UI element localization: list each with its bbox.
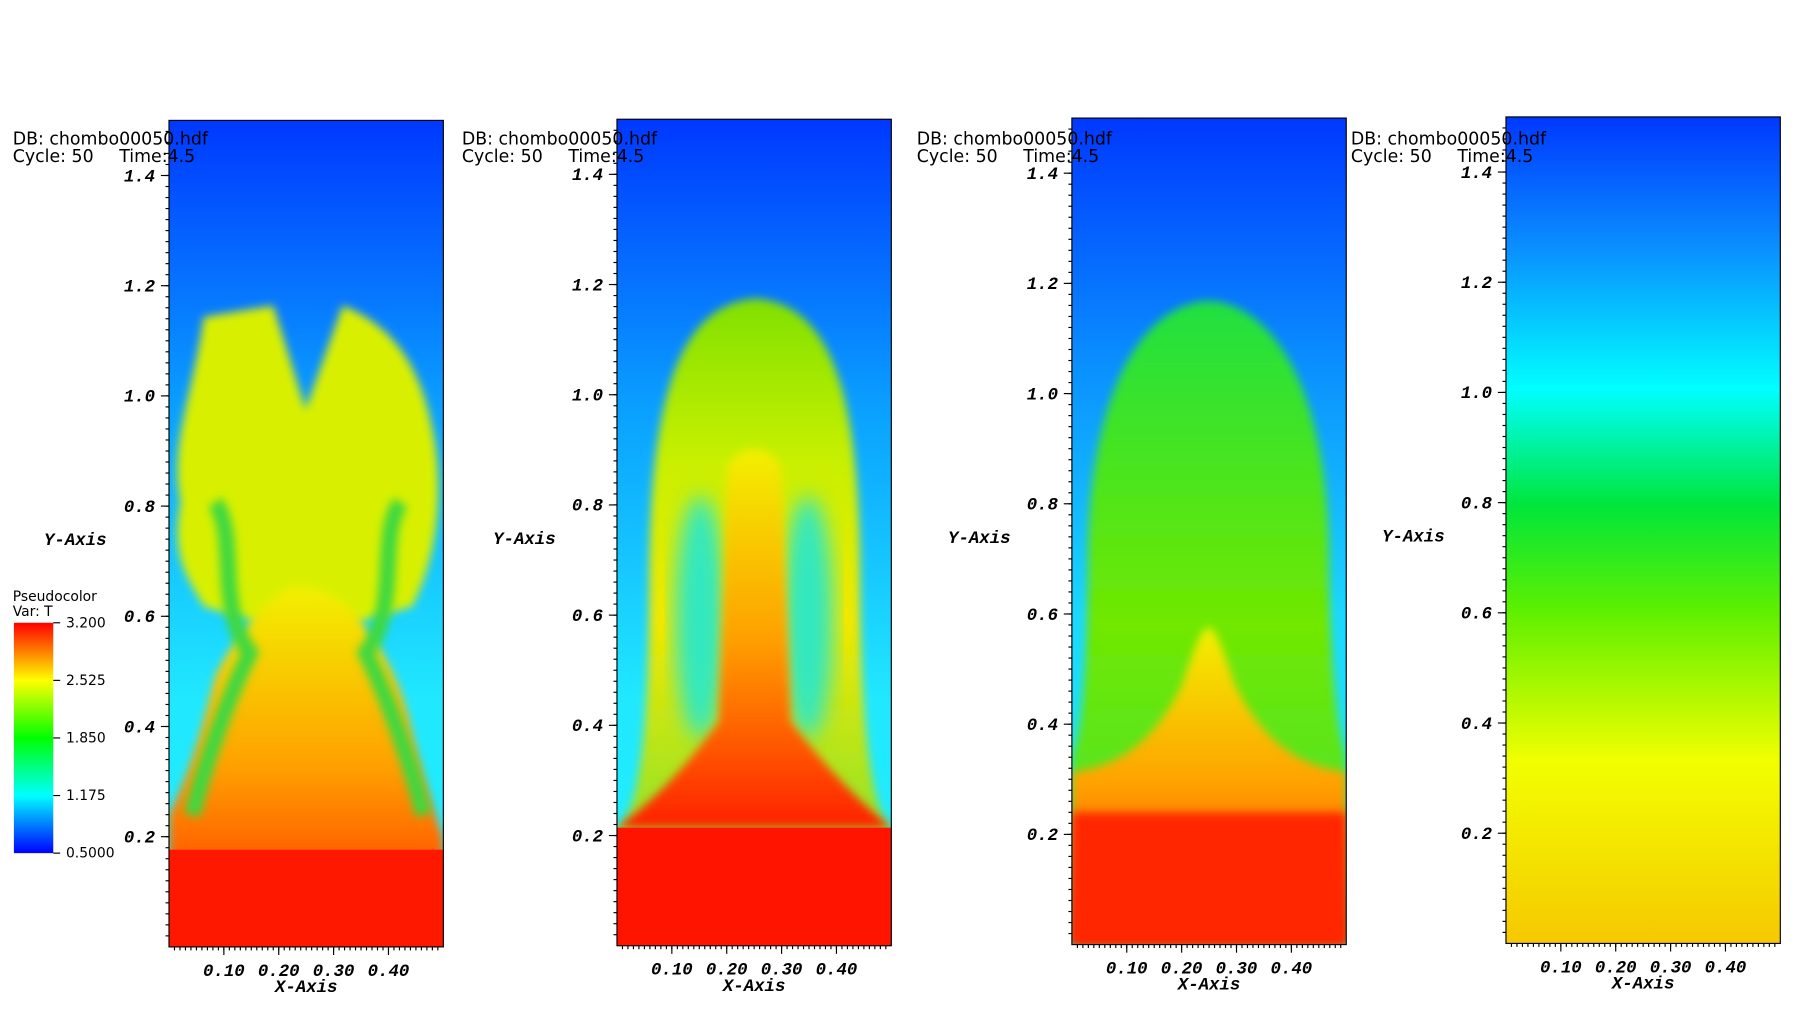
time-label: Time:4.5 bbox=[567, 147, 644, 167]
cycle-label: Cycle: 50 bbox=[462, 147, 543, 167]
y-tick-label: 1.4 bbox=[124, 168, 155, 187]
y-tick-label: 0.6 bbox=[124, 609, 155, 628]
y-tick-label: 0.4 bbox=[124, 719, 155, 738]
y-tick-label: 0.6 bbox=[1461, 606, 1492, 625]
y-tick-label: 1.2 bbox=[1027, 276, 1059, 295]
y-axis-label: Y-Axis bbox=[493, 531, 556, 550]
db-label: DB: chombo00050.hdf bbox=[462, 130, 658, 150]
legend-tick-label: 1.175 bbox=[66, 788, 106, 804]
y-tick-label: 0.4 bbox=[1027, 717, 1058, 736]
x-tick-label: 0.40 bbox=[1271, 961, 1313, 980]
x-tick-label: 0.30 bbox=[761, 962, 803, 981]
y-tick-label: 1.0 bbox=[124, 389, 155, 408]
field-1 bbox=[169, 120, 444, 947]
legend-variable: Var: T bbox=[13, 604, 53, 620]
y-tick-label: 0.4 bbox=[572, 718, 603, 737]
legend-tick-label: 1.850 bbox=[66, 731, 106, 747]
legend-title: Pseudocolor bbox=[13, 589, 97, 605]
y-tick-label: 1.2 bbox=[124, 278, 156, 297]
x-tick-label: 0.40 bbox=[368, 963, 410, 982]
x-axis-label: X-Axis bbox=[274, 979, 338, 998]
cycle-label: Cycle: 50 bbox=[917, 147, 998, 167]
y-tick-label: 1.4 bbox=[1027, 166, 1058, 185]
time-label: Time:4.5 bbox=[1456, 147, 1533, 167]
y-axis-label: Y-Axis bbox=[44, 532, 107, 551]
y-tick-label: 0.8 bbox=[1461, 495, 1493, 514]
y-tick-label: 1.0 bbox=[1461, 385, 1492, 404]
x-axis-label: X-Axis bbox=[1611, 976, 1675, 995]
x-tick-label: 0.30 bbox=[1650, 959, 1692, 978]
legend-colorbar bbox=[13, 622, 54, 854]
db-label: DB: chombo00050.hdf bbox=[917, 130, 1113, 150]
field-3 bbox=[1071, 118, 1347, 945]
legend-tick-label: 2.525 bbox=[66, 673, 106, 689]
legend-tick-label: 3.200 bbox=[66, 615, 106, 631]
y-tick-label: 1.4 bbox=[572, 167, 603, 186]
annotations: 0.2 0.4 0.6 0.8 1.0 1.2 1.4 0.10 0.20 0.30 0.40 X-A… bbox=[13, 116, 1781, 998]
y-tick-label: 1.2 bbox=[572, 277, 604, 296]
y-tick-label: 1.2 bbox=[1461, 275, 1493, 294]
x-tick-label: 0.40 bbox=[1705, 959, 1747, 978]
x-tick-label: 0.20 bbox=[258, 963, 300, 982]
field-2 bbox=[616, 119, 892, 946]
y-tick-label: 0.6 bbox=[1027, 607, 1058, 626]
x-tick-label: 0.20 bbox=[1161, 961, 1203, 980]
x-tick-label: 0.10 bbox=[651, 962, 693, 981]
x-tick-label: 0.10 bbox=[1540, 959, 1582, 978]
x-tick-label: 0.20 bbox=[1595, 959, 1637, 978]
y-tick-label: 1.0 bbox=[572, 388, 603, 407]
y-tick-label: 0.6 bbox=[572, 608, 603, 627]
y-tick-label: 0.2 bbox=[1027, 827, 1059, 846]
cycle-label: Cycle: 50 bbox=[13, 147, 94, 167]
y-tick-label: 1.0 bbox=[1027, 386, 1058, 405]
y-tick-label: 0.2 bbox=[124, 829, 156, 848]
x-tick-label: 0.10 bbox=[1106, 961, 1148, 980]
y-tick-label: 0.2 bbox=[572, 828, 604, 847]
y-tick-label: 0.8 bbox=[124, 499, 156, 518]
time-label: Time:4.5 bbox=[1022, 147, 1099, 167]
x-axis-label: X-Axis bbox=[722, 978, 786, 997]
x-tick-label: 0.30 bbox=[1216, 961, 1258, 980]
x-tick-label: 0.10 bbox=[203, 963, 245, 982]
y-tick-label: 1.4 bbox=[1461, 165, 1492, 184]
y-axis-label: Y-Axis bbox=[1382, 529, 1445, 548]
field-4 bbox=[1505, 116, 1781, 944]
cycle-label: Cycle: 50 bbox=[1351, 147, 1432, 167]
time-label: Time:4.5 bbox=[118, 147, 195, 167]
x-tick-label: 0.20 bbox=[706, 962, 748, 981]
y-axis-label: Y-Axis bbox=[948, 530, 1011, 549]
x-axis-label: X-Axis bbox=[1177, 977, 1241, 996]
y-tick-label: 0.8 bbox=[1027, 497, 1059, 516]
db-label: DB: chombo00050.hdf bbox=[13, 130, 209, 150]
x-tick-label: 0.40 bbox=[816, 962, 858, 981]
legend-tick-label: 0.5000 bbox=[66, 846, 115, 862]
x-tick-label: 0.30 bbox=[313, 963, 355, 982]
y-tick-label: 0.8 bbox=[572, 498, 604, 517]
y-tick-label: 0.2 bbox=[1461, 826, 1493, 845]
db-label: DB: chombo00050.hdf bbox=[1351, 130, 1547, 150]
y-tick-label: 0.4 bbox=[1461, 716, 1492, 735]
